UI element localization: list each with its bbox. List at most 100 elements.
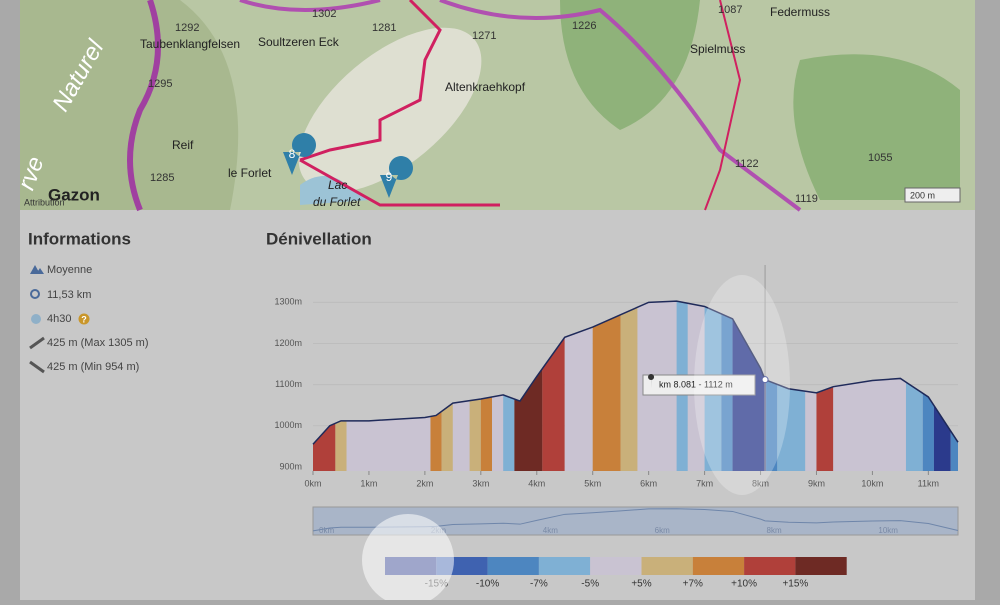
map-label: 1295	[148, 78, 172, 90]
legend-label: +7%	[683, 579, 703, 590]
elevation-line	[312, 300, 959, 445]
map-label: 1292	[175, 22, 199, 34]
hover-point	[761, 376, 769, 384]
slope-band	[766, 301, 778, 471]
slope-band	[592, 301, 621, 471]
info-item: 425 m (Max 1305 m)	[47, 337, 148, 349]
help-label: ?	[81, 314, 87, 324]
tooltip-text: km 8.081 - 1112 m	[659, 379, 733, 389]
scale-bar	[904, 187, 961, 203]
map: Taubenklangfelsen 1292 Soultzeren Eck 13…	[13, 0, 975, 212]
trail	[127, 0, 161, 212]
legend-swatch	[590, 557, 642, 575]
navigator-tick-label: 4km	[543, 526, 558, 535]
map-forest	[793, 54, 960, 201]
icon	[30, 265, 44, 274]
map-label: 1226	[572, 20, 596, 32]
tooltip-box	[642, 374, 756, 396]
x-tick-label: 2km	[416, 478, 433, 488]
legend-swatch	[487, 557, 539, 575]
x-tick-label: 0km	[304, 478, 321, 488]
x-tick-label: 8km	[752, 478, 769, 488]
x-tick-label: 3km	[472, 478, 489, 488]
info-title: Informations	[28, 229, 131, 248]
info-item: 4h30	[47, 313, 71, 325]
chart-title: Dénivellation	[266, 229, 372, 248]
y-tick-label: 1000m	[274, 420, 302, 430]
waypoint[interactable]	[380, 156, 413, 198]
legend-label: +5%	[631, 579, 651, 590]
map-label: Reif	[172, 138, 194, 152]
map-label: Lac	[328, 178, 347, 192]
info-item: Moyenne	[47, 264, 92, 276]
map-label: 1302	[312, 8, 336, 20]
map-label: 1122	[735, 158, 759, 170]
navigator-tick-label: 0km	[319, 526, 334, 535]
legend-swatch	[641, 557, 693, 575]
scale-label: 200 m	[910, 190, 935, 200]
map-label: Altenkraehkopf	[445, 80, 526, 94]
map-label: 1055	[868, 152, 892, 164]
map-label: Soultzeren Eck	[258, 35, 340, 49]
x-tick-label: 10km	[861, 478, 883, 488]
x-tick-label: 1km	[360, 478, 377, 488]
map-label: du Forlet	[313, 195, 361, 209]
trail	[239, 0, 802, 212]
route	[704, 0, 742, 211]
map-label: Taubenklangfelsen	[140, 37, 240, 51]
waypoint-label: 9	[386, 170, 393, 184]
icon	[29, 360, 45, 374]
info-item: 11,53 km	[47, 289, 91, 301]
y-tick-label: 1100m	[275, 379, 302, 389]
map-label: Spielmuss	[690, 42, 745, 56]
info-item: 425 m (Min 954 m)	[47, 361, 139, 373]
map-label: 1281	[372, 22, 396, 34]
navigator-tick-label: 10km	[878, 526, 898, 535]
x-tick-label: 7km	[696, 478, 713, 488]
slope-band	[620, 301, 638, 471]
route	[299, 0, 500, 207]
icon	[29, 336, 45, 350]
legend-swatch	[692, 557, 745, 575]
legend-label: +15%	[782, 579, 808, 590]
navigator-tick-label: 6km	[655, 526, 670, 535]
attribution[interactable]: Attribution	[24, 197, 65, 207]
map-label: 1119	[795, 193, 818, 205]
icon	[30, 289, 40, 299]
map-forest	[560, 0, 700, 130]
map-label: le Forlet	[228, 166, 272, 180]
x-tick-label: 5km	[584, 478, 601, 488]
waypoint-label: 8	[289, 147, 296, 161]
x-tick-label: 4km	[528, 478, 545, 488]
map-label: Gazon	[48, 185, 100, 204]
highlight	[298, 27, 482, 193]
legend-label: -7%	[530, 579, 548, 590]
legend-swatch	[538, 557, 591, 575]
legend-label: -10%	[476, 579, 499, 590]
x-tick-label: 6km	[640, 478, 657, 488]
navigator-tick-label: 8km	[767, 526, 782, 535]
y-tick-label: 900m	[279, 461, 302, 471]
legend-swatch	[744, 557, 796, 575]
tooltip-pin	[648, 374, 655, 389]
x-tick-label: 9km	[808, 478, 825, 488]
lake	[300, 176, 370, 205]
highlight	[694, 275, 790, 495]
waypoint[interactable]	[283, 133, 316, 175]
map-label: 1087	[718, 4, 742, 16]
y-tick-label: 1200m	[274, 338, 302, 348]
x-tick-label: 11km	[918, 478, 939, 488]
map-label: 1285	[150, 172, 174, 184]
legend-label: +10%	[731, 579, 757, 590]
legend-label: -5%	[581, 579, 599, 590]
y-tick-label: 1300m	[274, 297, 302, 307]
map-label: Federmuss	[770, 5, 830, 19]
map-label: 1271	[472, 30, 496, 42]
icon	[31, 314, 41, 324]
help-icon[interactable]	[78, 313, 90, 325]
highlight	[362, 514, 454, 605]
map-forest	[20, 0, 239, 210]
legend-swatch	[795, 557, 847, 575]
